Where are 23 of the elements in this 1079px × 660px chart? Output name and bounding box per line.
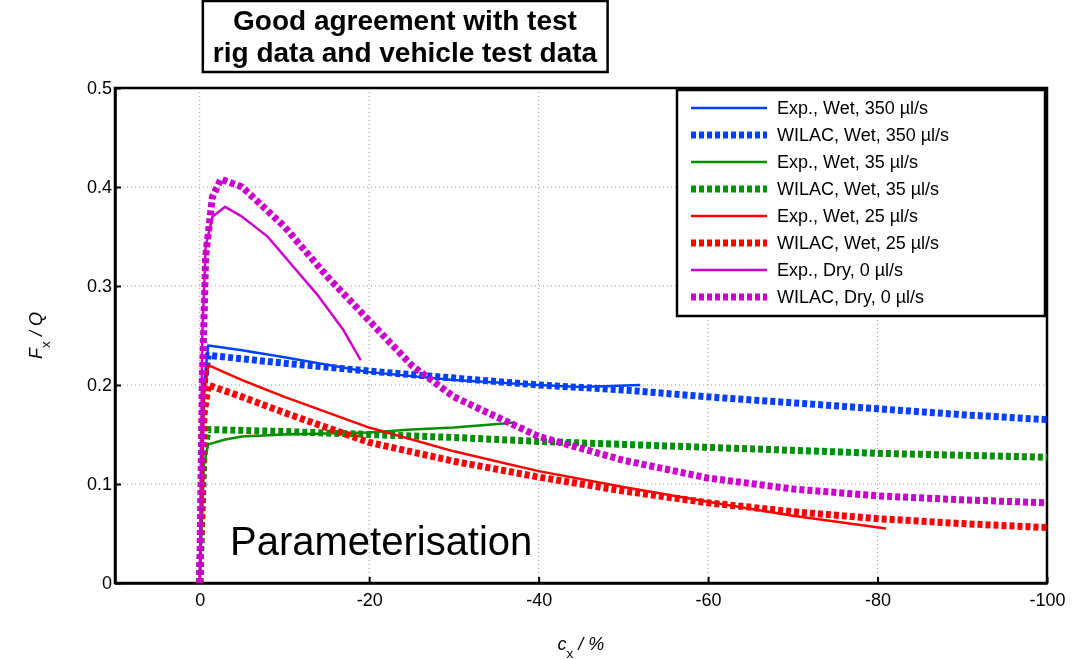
y-tick-label: 0.1: [86, 474, 112, 495]
x-tick-label: -60: [695, 589, 722, 610]
legend-label: WILAC, Wet, 350 µl/s: [777, 125, 950, 145]
legend-label: Exp., Wet, 25 µl/s: [777, 206, 919, 226]
y-tick-label: 0: [101, 573, 112, 594]
legend-label: Exp., Wet, 35 µl/s: [777, 152, 919, 172]
annotation: Parameterisation: [230, 519, 533, 563]
x-tick-label: -20: [356, 589, 383, 610]
y-tick-label: 0.5: [86, 78, 112, 99]
y-tick-label: 0.3: [86, 276, 112, 297]
legend-label: Exp., Wet, 350 µl/s: [777, 98, 929, 118]
legend-label: WILAC, Wet, 35 µl/s: [777, 179, 940, 199]
legend-label: Exp., Dry, 0 µl/s: [777, 260, 904, 280]
x-tick-label: -40: [526, 589, 553, 610]
y-tick-label: 0.2: [86, 375, 112, 396]
x-tick-label: 0: [195, 589, 206, 610]
y-tick-label: 0.4: [86, 177, 112, 198]
legend-label: WILAC, Dry, 0 µl/s: [777, 287, 925, 307]
legend-label: WILAC, Wet, 25 µl/s: [777, 233, 940, 253]
x-tick-label: -80: [865, 589, 892, 610]
x-tick-label: -100: [1029, 589, 1066, 610]
x-axis-title: c$_{x}$ / %: [557, 634, 605, 660]
text: Good agreement with test rig data and vehicle test data: [212, 5, 598, 68]
